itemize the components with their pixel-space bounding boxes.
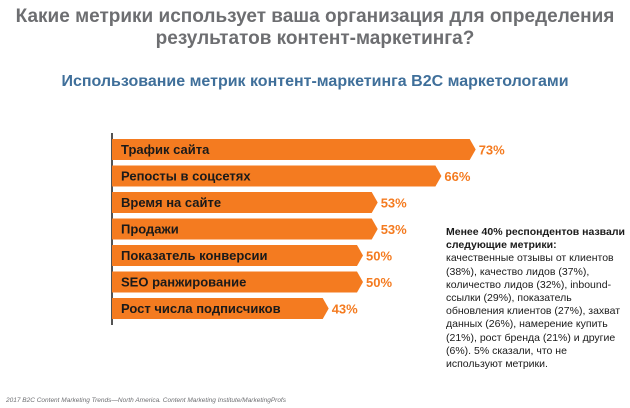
chart-subtitle: Использование метрик контент-маркетинга … [61, 73, 569, 90]
bar-value-label: 50% [366, 275, 392, 290]
bar-category-label: Репосты в соцсетях [121, 169, 251, 184]
footnote-heading: Менее 40% респондентов назвали следующие… [446, 226, 625, 252]
footnote-box: Менее 40% респондентов назвали следующие… [446, 226, 626, 371]
chart-title-line-1: Какие метрики использует ваша организаци… [15, 6, 615, 27]
bar-value-label: 43% [332, 302, 358, 317]
bar-value-label: 53% [381, 222, 407, 237]
bar [112, 271, 363, 293]
bar-category-label: Время на сайте [121, 195, 221, 210]
bar [112, 192, 378, 213]
bar [112, 245, 363, 266]
bar [112, 218, 378, 240]
bar-category-label: SEO ранжирование [121, 275, 246, 290]
footnote-body: качественные отзывы от клиентов (38%), к… [446, 252, 621, 371]
bar-category-label: Трафик сайта [121, 142, 210, 157]
source-citation: 2017 B2C Content Marketing Trends—North … [6, 397, 286, 404]
bar-value-label: 66% [444, 169, 470, 184]
chart-title: Какие метрики использует ваша организаци… [0, 6, 630, 50]
bar-category-label: Продажи [121, 222, 179, 237]
bar-value-label: 73% [479, 143, 505, 158]
bar-category-label: Показатель конверсии [121, 248, 268, 263]
chart-title-line-2: результатов контент-маркетинга? [155, 28, 475, 49]
bar-value-label: 50% [366, 249, 392, 264]
bar-value-label: 53% [381, 196, 407, 211]
bar-category-label: Рост числа подписчиков [121, 301, 281, 316]
bar [112, 165, 442, 187]
bar [112, 139, 476, 160]
bar [112, 298, 329, 319]
